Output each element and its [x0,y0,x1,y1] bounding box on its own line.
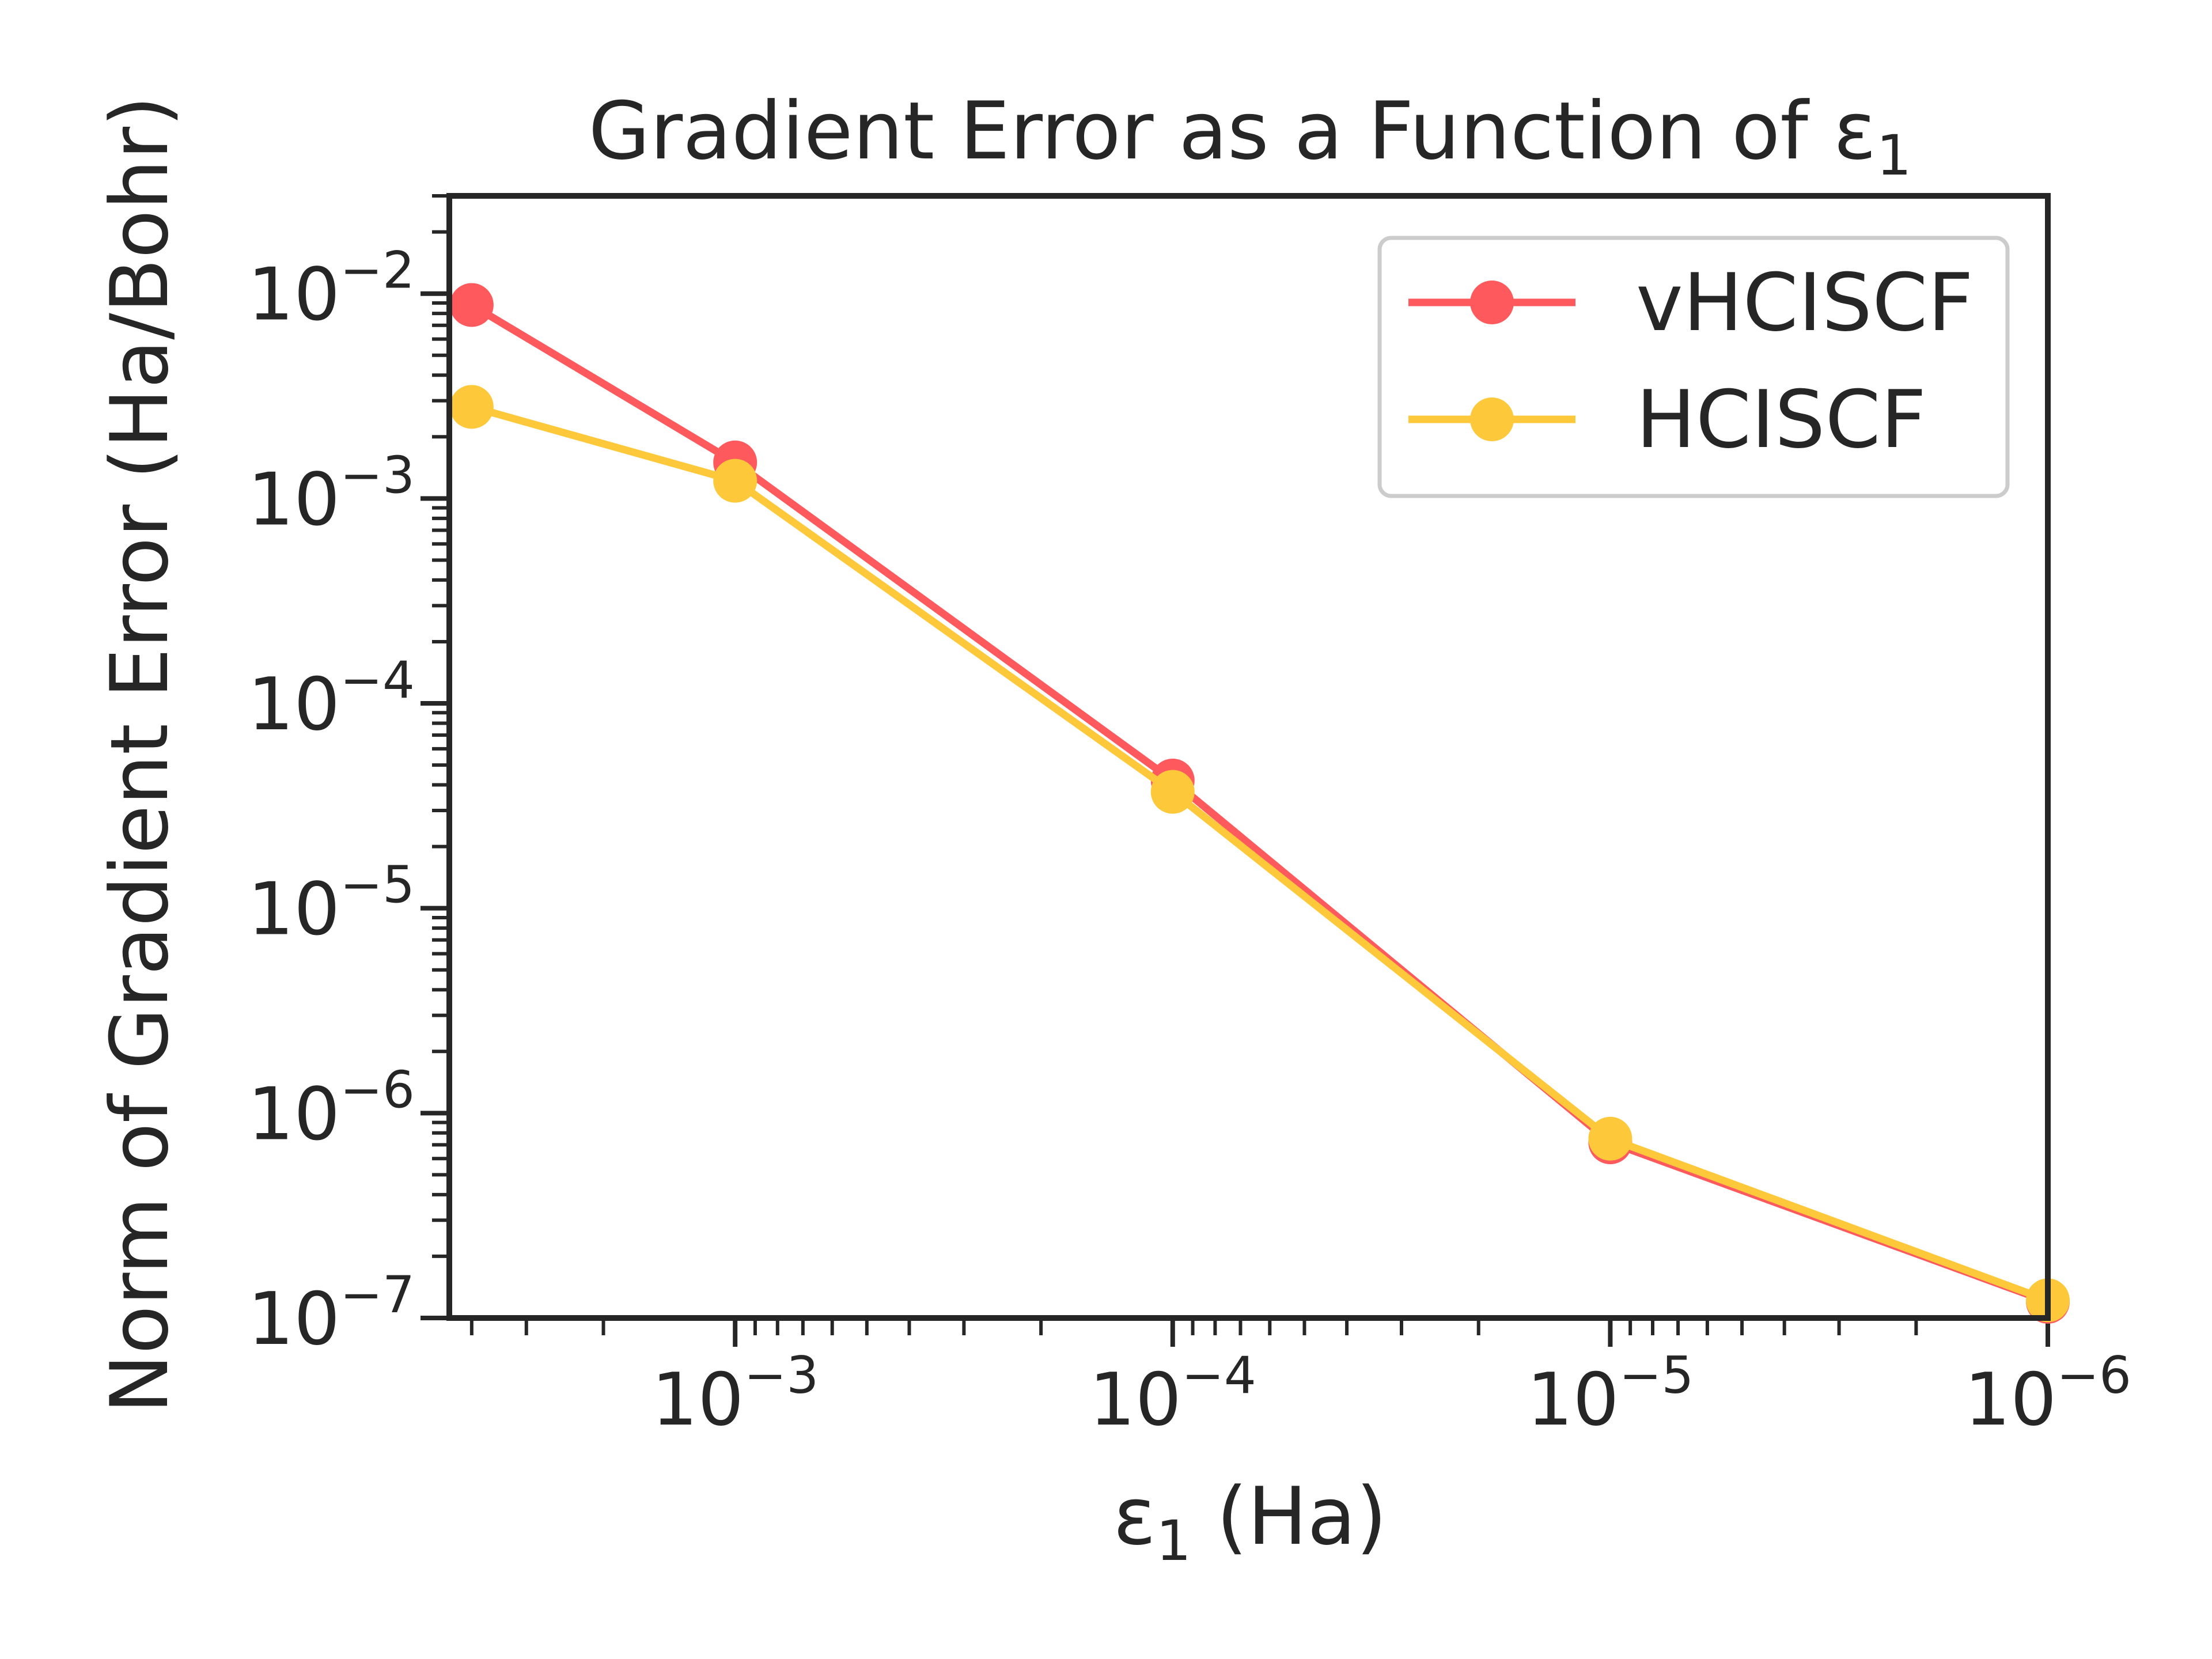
x-axis-label: ε1 (Ha) [1113,1470,1387,1573]
y-tick-label: 10−2 [248,241,415,337]
chart-title: Gradient Error as a Function of ε1 [589,85,1912,188]
y-tick-label: 10−3 [248,445,415,541]
series-layer [449,283,2070,1324]
legend-label-hciscf: HCISCF [1636,373,1926,466]
x-tick-label: 10−3 [652,1346,819,1442]
x-tick-label: 10−4 [1089,1346,1256,1442]
legend: vHCISCF HCISCF [1377,236,2010,498]
plot-frame [446,193,2051,1321]
y-tick-label: 10−7 [248,1265,415,1361]
y-axis-ticks: 10−2 10−3 10−4 10−5 10−6 10−7 [248,241,449,1361]
y-tick-label: 10−4 [248,650,415,747]
legend-label-vhciscf: vHCISCF [1636,256,1974,349]
data-point-hciscf [713,459,757,503]
data-point-vhciscf [449,283,494,327]
x-axis-ticks: 10−3 10−4 10−5 10−6 [652,1318,2131,1442]
data-point-hciscf [449,385,494,429]
legend-marker-hciscf [1470,397,1514,441]
y-axis-label: Norm of Gradient Error (Ha/Bohr) [93,96,186,1414]
y-tick-label: 10−6 [248,1060,415,1156]
x-tick-label: 10−6 [1964,1346,2131,1442]
y-tick-label: 10−5 [248,855,415,952]
data-point-hciscf [1588,1116,1633,1161]
legend-marker-vhciscf [1470,281,1514,324]
data-point-hciscf [1150,770,1195,814]
x-tick-label: 10−5 [1527,1346,1694,1442]
